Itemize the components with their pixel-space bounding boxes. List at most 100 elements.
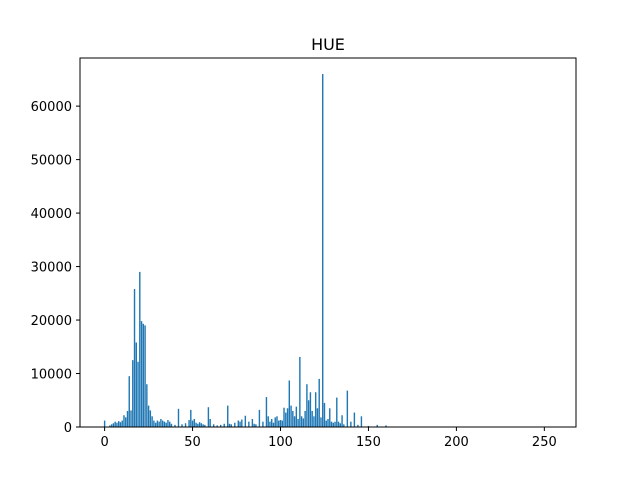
bar bbox=[255, 424, 257, 427]
bar bbox=[330, 421, 333, 427]
bar bbox=[103, 420, 106, 427]
bar bbox=[336, 397, 338, 427]
bar bbox=[181, 424, 183, 427]
bar bbox=[130, 410, 132, 427]
bar bbox=[188, 420, 190, 427]
bar bbox=[114, 421, 116, 427]
bar bbox=[311, 410, 313, 427]
bar bbox=[137, 361, 139, 427]
bar bbox=[367, 425, 370, 427]
bar bbox=[161, 420, 164, 427]
bar bbox=[325, 420, 327, 427]
y-tick-label: 0 bbox=[64, 421, 72, 436]
y-tick-label: 40000 bbox=[31, 207, 72, 222]
bar bbox=[200, 423, 203, 427]
bar bbox=[151, 416, 153, 427]
bar bbox=[193, 418, 196, 427]
bar bbox=[244, 415, 247, 427]
bar bbox=[198, 422, 201, 427]
bar bbox=[313, 416, 315, 427]
bar bbox=[163, 421, 166, 427]
x-tick-label: 50 bbox=[184, 435, 201, 450]
bar bbox=[158, 421, 160, 427]
bar bbox=[133, 289, 136, 427]
bar bbox=[299, 356, 301, 427]
bar bbox=[112, 423, 115, 427]
bar bbox=[279, 420, 282, 427]
bar bbox=[357, 424, 359, 427]
bar bbox=[329, 408, 331, 427]
bar bbox=[353, 412, 356, 427]
bar bbox=[169, 421, 171, 427]
bar bbox=[360, 416, 363, 427]
bar bbox=[304, 410, 306, 427]
y-tick-label: 10000 bbox=[31, 368, 72, 383]
y-tick-label: 20000 bbox=[31, 314, 72, 329]
bar bbox=[306, 384, 308, 427]
x-tick-label: 0 bbox=[100, 435, 108, 450]
bar bbox=[293, 416, 296, 427]
bar bbox=[144, 325, 146, 427]
bar bbox=[220, 424, 222, 427]
bar bbox=[327, 418, 329, 427]
x-tick-label: 200 bbox=[444, 435, 469, 450]
bar bbox=[314, 392, 317, 427]
bar bbox=[283, 407, 285, 427]
bar bbox=[322, 74, 324, 427]
bar bbox=[241, 419, 243, 427]
bar bbox=[228, 423, 231, 427]
bar bbox=[227, 405, 229, 427]
bar bbox=[167, 420, 169, 427]
x-tick-label: 100 bbox=[268, 435, 293, 450]
bar bbox=[147, 405, 150, 427]
bar bbox=[117, 421, 120, 427]
x-tick-label: 250 bbox=[532, 435, 557, 450]
bar bbox=[239, 421, 241, 427]
bar bbox=[170, 423, 173, 427]
bar bbox=[307, 400, 310, 427]
bar bbox=[207, 407, 210, 427]
bar bbox=[204, 424, 206, 427]
bar bbox=[119, 422, 122, 427]
bar bbox=[126, 410, 129, 427]
axes: 0 50 100 150 200 250 0 10000 20000 30000 40000 5000… bbox=[31, 57, 577, 450]
bar bbox=[295, 406, 298, 427]
bar bbox=[153, 420, 155, 427]
bar bbox=[202, 424, 204, 427]
bar bbox=[281, 420, 283, 427]
bar bbox=[140, 321, 143, 427]
bar bbox=[132, 360, 134, 427]
bar bbox=[292, 410, 294, 427]
bar bbox=[146, 384, 148, 427]
bar bbox=[271, 418, 273, 427]
bar bbox=[116, 422, 118, 427]
bar bbox=[253, 423, 255, 427]
bar bbox=[109, 425, 111, 427]
bar bbox=[251, 418, 254, 427]
bar bbox=[149, 410, 152, 427]
bar bbox=[318, 378, 320, 427]
bar bbox=[230, 424, 232, 427]
bar bbox=[248, 421, 250, 427]
bar bbox=[197, 423, 199, 427]
bar bbox=[216, 425, 218, 427]
bar bbox=[195, 422, 197, 427]
bar bbox=[234, 422, 236, 427]
bar bbox=[286, 408, 289, 427]
y-tick-label: 50000 bbox=[31, 154, 72, 169]
x-tick-label: 150 bbox=[356, 435, 381, 450]
bar bbox=[274, 417, 276, 427]
bar bbox=[334, 421, 336, 427]
bar bbox=[184, 423, 187, 427]
y-tick-label: 60000 bbox=[31, 100, 72, 115]
bar bbox=[110, 424, 113, 427]
bar bbox=[265, 397, 268, 427]
bar bbox=[121, 420, 123, 427]
bar bbox=[316, 408, 319, 427]
bar bbox=[300, 416, 303, 427]
bar bbox=[288, 380, 291, 427]
bar bbox=[341, 415, 343, 427]
bar bbox=[135, 342, 137, 427]
bar bbox=[237, 420, 239, 427]
